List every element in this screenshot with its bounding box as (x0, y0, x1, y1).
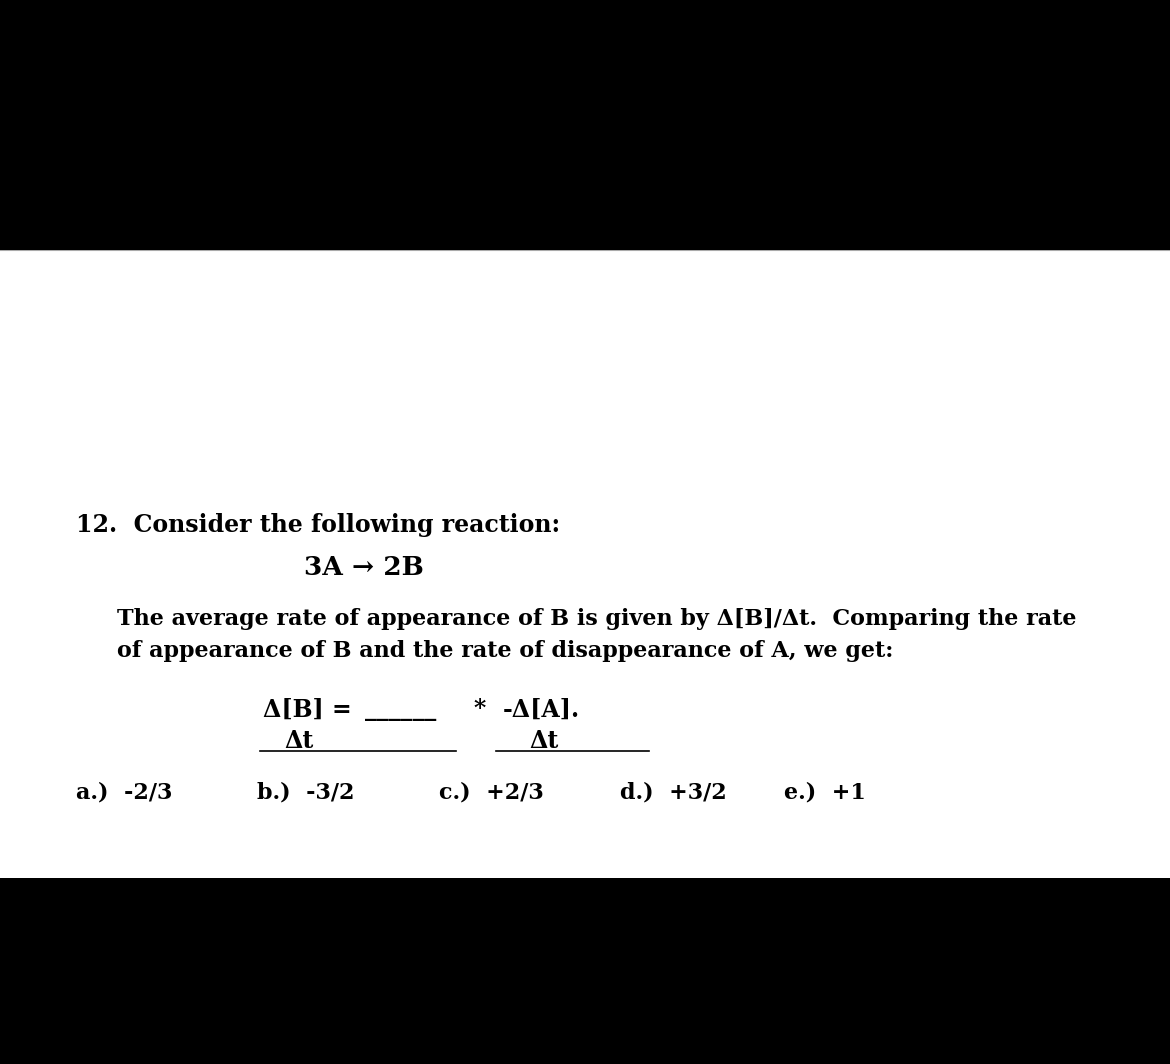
Text: d.)  +3/2: d.) +3/2 (620, 781, 727, 803)
Text: a.)  -2/3: a.) -2/3 (76, 781, 172, 803)
Text: *: * (474, 697, 486, 721)
Text: Δt: Δt (529, 729, 558, 753)
Text: ______: ______ (365, 697, 436, 721)
Text: Δt: Δt (284, 729, 314, 753)
Text: c.)  +2/3: c.) +2/3 (439, 781, 544, 803)
Text: b.)  -3/2: b.) -3/2 (257, 781, 355, 803)
Text: 12.  Consider the following reaction:: 12. Consider the following reaction: (76, 513, 560, 537)
Text: e.)  +1: e.) +1 (784, 781, 866, 803)
Text: 3A → 2B: 3A → 2B (304, 555, 424, 580)
Text: The average rate of appearance of B is given by Δ[B]/Δt.  Comparing the rate: The average rate of appearance of B is g… (117, 608, 1076, 630)
Text: of appearance of B and the rate of disappearance of A, we get:: of appearance of B and the rate of disap… (117, 639, 894, 662)
Text: Δ[B] =: Δ[B] = (263, 697, 352, 721)
Text: -Δ[A].: -Δ[A]. (503, 697, 580, 721)
